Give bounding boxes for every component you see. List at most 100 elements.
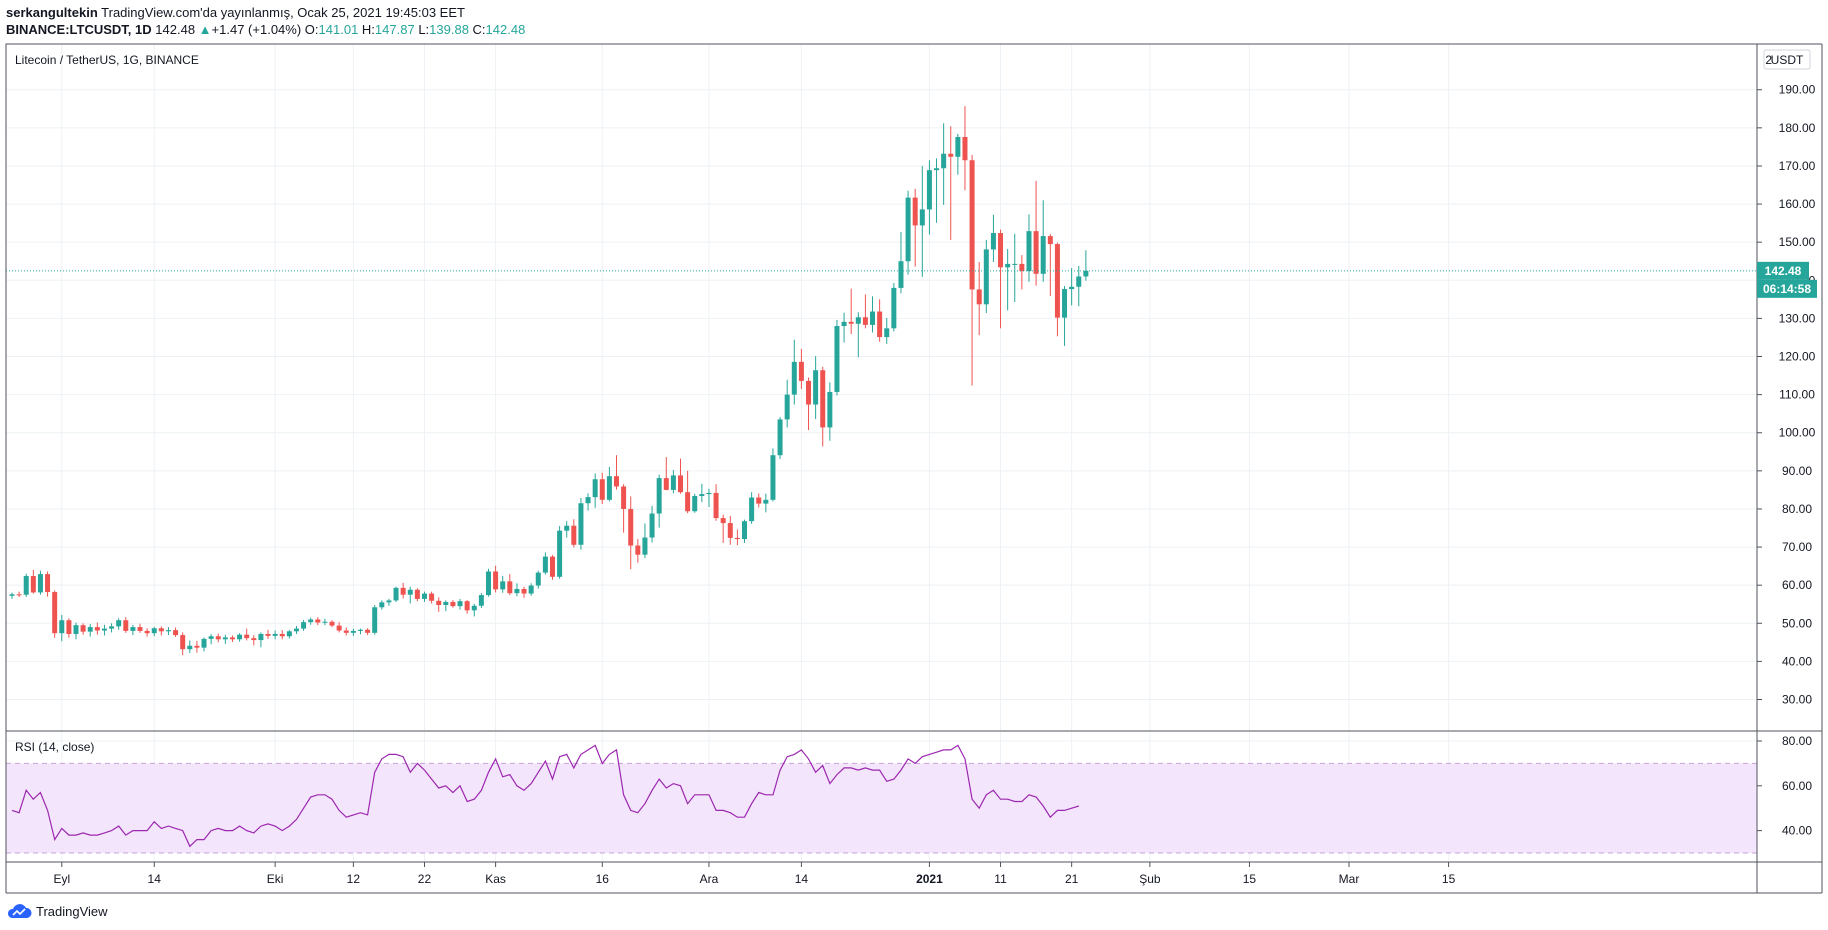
candle-body xyxy=(585,497,591,504)
candle-up xyxy=(706,488,712,508)
candle-body xyxy=(478,595,484,606)
candle-body xyxy=(642,537,648,555)
candle-down xyxy=(464,600,470,614)
candle-body xyxy=(350,630,356,633)
candle-down xyxy=(806,377,812,431)
candle-up xyxy=(1040,200,1046,282)
candle-body xyxy=(613,476,619,487)
candle-body xyxy=(678,475,684,493)
rsi-pane-title: RSI (14, close) xyxy=(15,740,94,754)
candle-body xyxy=(393,587,399,601)
candle-body xyxy=(549,556,555,577)
candle-body xyxy=(599,479,605,500)
candle-body xyxy=(229,637,235,640)
candle-down xyxy=(400,582,406,599)
candle-body xyxy=(1062,289,1068,318)
currency-badge[interactable]: USDT xyxy=(1763,49,1811,70)
author-name[interactable]: serkangultekin xyxy=(6,5,98,20)
candle-body xyxy=(877,311,883,338)
price-tick-label: 50.00 xyxy=(1782,616,1812,630)
candle-up xyxy=(500,576,506,593)
candle-up xyxy=(535,570,541,589)
candle-body xyxy=(208,636,214,639)
candle-body xyxy=(827,391,833,428)
candle-up xyxy=(990,214,996,262)
candle-body xyxy=(386,600,392,603)
last-price-badge: 142.48 06:14:58 xyxy=(1757,261,1817,298)
date-tick-label: 11 xyxy=(994,872,1007,886)
candle-body xyxy=(969,160,975,290)
candle-body xyxy=(9,594,15,596)
candle-body xyxy=(308,619,314,623)
candle-body xyxy=(301,622,307,629)
candle-body xyxy=(770,455,776,500)
main-pane-title: Litecoin / TetherUS, 1G, BINANCE xyxy=(15,53,199,67)
candle-up xyxy=(379,600,385,610)
candle-body xyxy=(1069,286,1075,290)
candle-body xyxy=(151,628,157,634)
candle-body xyxy=(663,478,669,490)
candle-up xyxy=(350,628,356,636)
candle-body xyxy=(841,321,847,327)
candle-up xyxy=(37,570,43,595)
candle-body xyxy=(222,637,228,640)
candle-up xyxy=(528,583,534,596)
rsi-band xyxy=(6,762,1757,854)
price-tick-label: 80.00 xyxy=(1782,502,1812,516)
candle-body xyxy=(365,629,371,633)
candle-down xyxy=(635,539,641,563)
price-axis-top-label: 2 xyxy=(1765,53,1772,67)
candle-body xyxy=(656,478,662,514)
plot-border xyxy=(5,43,1758,863)
candle-down xyxy=(329,620,335,628)
candle-body xyxy=(215,636,221,640)
candle-body xyxy=(407,589,413,595)
candle-body xyxy=(777,419,783,456)
candle-body xyxy=(948,153,954,157)
candle-down xyxy=(599,472,605,505)
candle-body xyxy=(116,620,122,627)
date-tick-label: 14 xyxy=(148,872,162,886)
candle-up xyxy=(1069,268,1075,306)
tradingview-logo[interactable]: TradingView xyxy=(6,903,108,919)
candle-body xyxy=(443,601,449,605)
date-tick-label: Eyl xyxy=(53,872,70,886)
candle-body xyxy=(493,571,499,590)
candle-down xyxy=(251,635,257,646)
candle-down xyxy=(628,496,634,570)
candle-body xyxy=(165,630,171,632)
candle-body xyxy=(45,574,51,593)
candle-body xyxy=(379,602,385,608)
candle-body xyxy=(400,587,406,595)
price-tick-label: 110.00 xyxy=(1779,388,1815,402)
candle-down xyxy=(663,457,669,491)
candle-body xyxy=(934,168,940,171)
candle-body xyxy=(870,311,876,325)
brand-name: TradingView xyxy=(36,903,108,919)
candle-up xyxy=(1083,250,1089,281)
candle-body xyxy=(137,627,143,631)
date-tick-label: Mar xyxy=(1339,872,1360,886)
candle-body xyxy=(635,545,641,555)
candle-up xyxy=(514,583,520,597)
candle-up xyxy=(130,624,136,636)
candle-down xyxy=(862,294,868,329)
candle-up xyxy=(784,379,790,428)
candle-up xyxy=(151,626,157,637)
chart-frame xyxy=(5,43,1823,894)
candle-down xyxy=(734,529,740,546)
candle-up xyxy=(855,312,861,358)
symbol-label: BINANCE:LTCUSDT, 1D xyxy=(6,22,152,37)
candle-up xyxy=(749,492,755,524)
candle-body xyxy=(293,628,299,632)
date-tick-label: 16 xyxy=(596,872,610,886)
rsi-tick-label: 40.00 xyxy=(1782,824,1812,838)
candle-up xyxy=(208,633,214,645)
candle-body xyxy=(955,136,961,157)
candle-down xyxy=(798,348,804,389)
candle-down xyxy=(137,623,143,633)
candle-body xyxy=(251,638,257,641)
candle-body xyxy=(258,633,264,641)
candle-body xyxy=(941,153,947,169)
